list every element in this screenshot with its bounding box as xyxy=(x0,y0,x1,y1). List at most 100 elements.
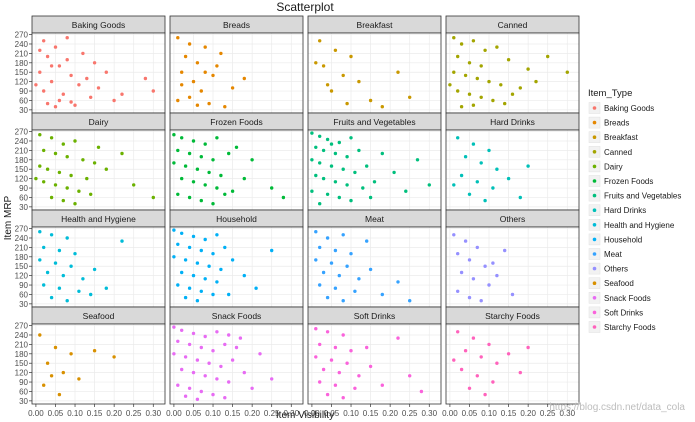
facet-health-and-hygiene: Health and Hygiene 3060901201501802102402… xyxy=(15,209,166,309)
data-point-breads xyxy=(195,103,200,107)
facet-grid: Baking Goods306090120150180210240270Brea… xyxy=(15,15,580,418)
data-point-fruits-and-vegetables xyxy=(349,198,353,203)
facet-strip-label: Starchy Foods xyxy=(485,311,540,321)
legend-item-canned: Canned xyxy=(588,146,632,158)
data-point-breads xyxy=(215,64,219,68)
data-point-hard-drinks xyxy=(459,173,464,178)
data-point-baking-goods xyxy=(65,36,69,40)
data-point-household xyxy=(187,245,192,250)
data-point-soft-drinks xyxy=(341,396,345,400)
data-point-soft-drinks xyxy=(419,389,424,394)
data-point-canned xyxy=(467,61,472,65)
data-point-fruits-and-vegetables xyxy=(345,155,349,159)
y-tick-label: 90 xyxy=(19,281,28,290)
facet-panel xyxy=(308,33,441,113)
data-point-meat xyxy=(314,230,318,234)
data-point-dairy xyxy=(45,167,50,171)
data-point-starchy-foods xyxy=(475,374,479,378)
data-point-fruits-and-vegetables xyxy=(329,164,334,168)
facet-strip-label: Health and Hygiene xyxy=(61,214,136,224)
data-point-soft-drinks xyxy=(368,364,373,369)
data-point-starchy-foods xyxy=(471,336,476,340)
data-point-meat xyxy=(321,270,326,275)
data-point-canned xyxy=(452,70,456,74)
legend-key-dot xyxy=(592,179,597,183)
facet-panel xyxy=(308,227,441,307)
data-point-snack-foods xyxy=(180,367,184,372)
data-point-canned xyxy=(456,89,460,93)
data-point-hard-drinks xyxy=(487,148,491,153)
data-point-starchy-foods xyxy=(518,370,522,375)
y-tick-label: 240 xyxy=(15,137,29,146)
data-point-baking-goods xyxy=(81,51,85,56)
x-tick-label: 0.25 xyxy=(264,409,280,418)
data-point-frozen-foods xyxy=(187,151,192,156)
data-point-starchy-foods xyxy=(467,386,472,390)
data-point-baking-goods xyxy=(42,89,46,93)
facet-panel xyxy=(170,33,303,113)
legend-key-dot xyxy=(592,310,597,315)
data-point-frozen-foods xyxy=(211,202,215,206)
data-point-canned xyxy=(479,95,483,100)
legend-label: Frozen Foods xyxy=(604,177,653,186)
data-point-baking-goods xyxy=(49,79,54,84)
x-tick-label: 0.30 xyxy=(421,409,437,418)
data-point-dairy xyxy=(53,183,58,187)
data-point-breads xyxy=(242,76,246,81)
data-point-baking-goods xyxy=(53,45,58,49)
data-point-snack-foods xyxy=(215,330,219,334)
data-point-snack-foods xyxy=(250,386,254,390)
legend-key-dot xyxy=(592,208,597,212)
data-point-soft-drinks xyxy=(325,330,330,334)
data-point-snack-foods xyxy=(211,349,215,353)
data-point-frozen-foods xyxy=(234,145,239,149)
data-point-snack-foods xyxy=(183,394,188,398)
x-tick-label: 0.10 xyxy=(343,409,359,418)
data-point-others xyxy=(483,264,487,268)
data-point-snack-foods xyxy=(223,342,227,347)
data-point-baking-goods xyxy=(89,95,93,100)
data-point-frozen-foods xyxy=(207,170,211,175)
data-point-household xyxy=(191,234,196,239)
legend-item-starchy-foods: Starchy Foods xyxy=(588,321,656,333)
y-tick-label: 90 xyxy=(19,378,28,387)
legend-label: Dairy xyxy=(604,162,623,171)
data-point-frozen-foods xyxy=(176,192,180,196)
data-point-soft-drinks xyxy=(380,383,384,387)
y-tick-label: 120 xyxy=(15,175,29,184)
data-point-breakfast xyxy=(341,73,345,78)
data-point-dairy xyxy=(34,176,38,181)
data-point-soft-drinks xyxy=(314,355,318,359)
data-point-canned xyxy=(471,103,476,107)
data-point-snack-foods xyxy=(195,397,200,401)
data-point-fruits-and-vegetables xyxy=(372,180,377,184)
data-point-others xyxy=(467,258,472,262)
facet-panel xyxy=(446,324,579,404)
data-point-snack-foods xyxy=(215,377,219,381)
data-point-meat xyxy=(333,286,338,290)
y-tick-label: 210 xyxy=(15,243,29,252)
data-point-meat xyxy=(314,258,318,262)
data-point-others xyxy=(479,299,483,303)
data-point-frozen-foods xyxy=(242,176,246,181)
data-point-household xyxy=(211,252,215,256)
legend-key-dot xyxy=(592,193,597,198)
data-point-health-and-hygiene xyxy=(57,248,62,253)
facet-breads: Breads xyxy=(169,15,304,114)
legend-item-hard-drinks: Hard Drinks xyxy=(588,204,646,216)
y-tick-label: 180 xyxy=(15,350,29,359)
data-point-frozen-foods xyxy=(195,167,200,171)
data-point-frozen-foods xyxy=(180,136,184,140)
data-point-health-and-hygiene xyxy=(89,292,93,297)
data-point-snack-foods xyxy=(187,342,192,347)
data-point-baking-goods xyxy=(49,64,54,68)
data-point-snack-foods xyxy=(187,386,192,390)
legend-label: Meat xyxy=(604,250,623,259)
data-point-dairy xyxy=(132,183,136,187)
data-point-household xyxy=(180,231,184,235)
data-point-frozen-foods xyxy=(191,180,196,184)
data-point-seafood xyxy=(45,361,50,365)
data-point-soft-drinks xyxy=(349,349,353,353)
data-point-health-and-hygiene xyxy=(61,273,65,278)
data-point-hard-drinks xyxy=(456,136,460,140)
